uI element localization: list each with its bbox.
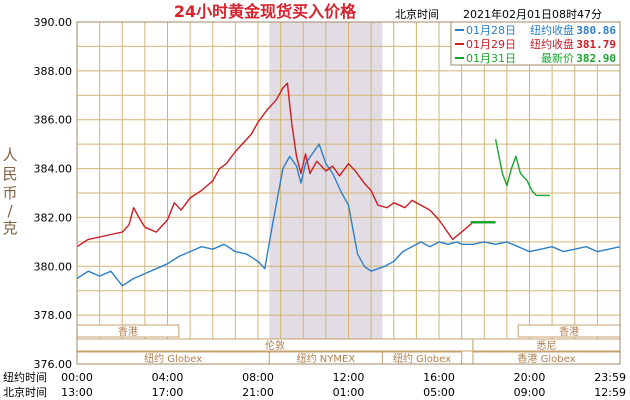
price-series <box>76 82 621 287</box>
legend-value: 380.86 <box>576 24 616 37</box>
x-tick-label: 23:59 <box>594 371 626 384</box>
series-line <box>76 143 621 287</box>
session-label: 伦敦 <box>265 339 285 352</box>
legend-date: 01月29日 <box>466 38 516 51</box>
legend-box <box>450 21 621 66</box>
session-label: 纽约 Globex <box>144 352 202 365</box>
x-tick-label: 20:00 <box>514 371 546 384</box>
legend-entry: 01月28日 纽约收盘 380.86 <box>455 23 616 37</box>
x-tick-label: 16:00 <box>423 371 455 384</box>
ylabel-char-2: 民 <box>2 165 17 183</box>
session-label: 香港 <box>559 326 579 338</box>
legend-entry: 01月29日 纽约收盘 381.79 <box>455 37 616 51</box>
plot-frame <box>76 21 621 365</box>
ylabel-char-5: 克 <box>2 219 17 237</box>
session-label: 香港 <box>118 326 138 338</box>
x-axis: 纽约时间 00:00 04:00 08:00 12:00 16:00 20:00 23:59 北… <box>3 370 626 399</box>
y-tick-label: 376.00 <box>34 358 73 371</box>
ylabel-char-3: 币 <box>2 184 17 202</box>
y-tick-label: 382.00 <box>34 211 73 224</box>
y-tick-label: 386.00 <box>34 114 73 127</box>
x-tick-label: 12:00 <box>333 371 365 384</box>
series-line-latest <box>494 139 550 197</box>
legend-entry: 01月31日 最新价 382.90 <box>455 51 616 65</box>
y-axis-label: 人 民 币 / 克 <box>2 146 17 237</box>
timestamp: 2021年02月01日08时47分 <box>463 7 602 21</box>
session-label: 纽约 NYMEX <box>297 352 356 365</box>
legend-text: 纽约收盘 <box>530 23 574 37</box>
y-tick-label: 378.00 <box>34 309 73 322</box>
legend-value: 381.79 <box>576 38 616 51</box>
x-tick-label: 17:00 <box>152 386 184 399</box>
legend-value: 382.90 <box>576 52 616 65</box>
x-tick-label: 12:59 <box>594 386 626 399</box>
legend-text: 纽约收盘 <box>530 37 574 51</box>
legend-date: 01月28日 <box>466 24 516 37</box>
y-tick-label: 390.00 <box>34 16 73 29</box>
legend-date: 01月31日 <box>466 52 516 65</box>
x-tick-label: 09:00 <box>514 386 546 399</box>
series-line <box>76 82 474 248</box>
session-label: 香港 Globex <box>517 353 575 365</box>
x-tick-label: 00:00 <box>61 371 93 384</box>
x-tick-label: 21:00 <box>242 386 274 399</box>
x-tick-label: 08:00 <box>242 371 274 384</box>
y-tick-label: 380.00 <box>34 260 73 273</box>
x-axis-row-label: 纽约时间 <box>3 370 47 384</box>
legend-text: 最新价 <box>541 51 574 65</box>
x-axis-row-label: 北京时间 <box>3 385 47 399</box>
timestamp-label: 北京时间 <box>395 7 439 21</box>
x-tick-label: 05:00 <box>423 386 455 399</box>
x-tick-label: 01:00 <box>333 386 365 399</box>
y-tick-label: 384.00 <box>34 163 73 176</box>
y-tick-label: 388.00 <box>34 65 73 78</box>
chart-title: 24小时黄金现货买入价格 <box>174 2 357 21</box>
x-tick-label: 13:00 <box>61 386 93 399</box>
session-label: 纽约 Globex <box>393 352 451 365</box>
x-tick-label: 04:00 <box>152 371 184 384</box>
ylabel-char-1: 人 <box>2 146 17 164</box>
y-axis-ticks: 376.00 378.00 380.00 382.00 384.00 386.00 388.… <box>34 16 73 371</box>
session-label: 悉尼 <box>536 340 556 352</box>
ylabel-char-4: / <box>7 202 13 220</box>
